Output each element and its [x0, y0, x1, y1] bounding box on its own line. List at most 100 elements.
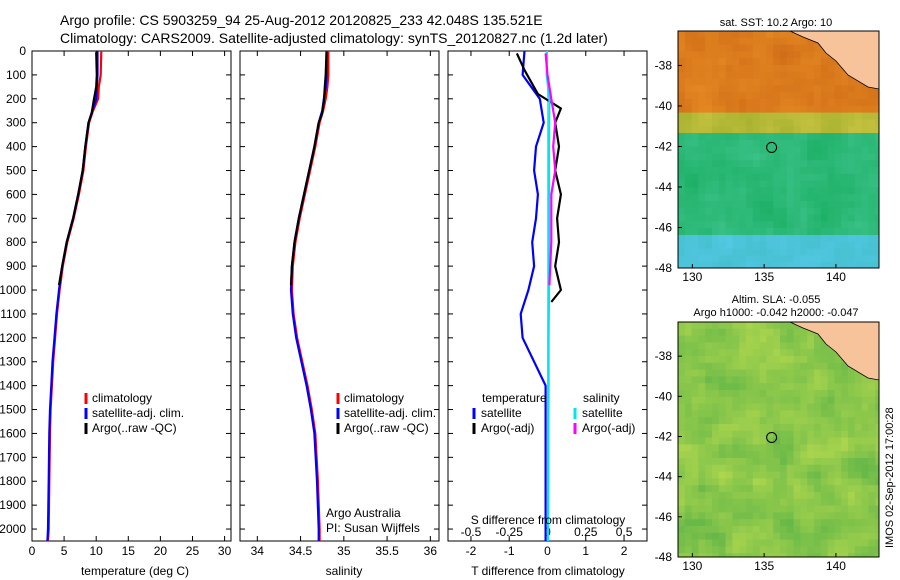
map-cell: [841, 71, 849, 79]
map-cell: [698, 444, 706, 452]
map-cell: [718, 65, 726, 73]
map-cell: [718, 546, 726, 554]
map-cell: [800, 410, 808, 418]
map-cell: [725, 160, 733, 168]
y-tick-label: 1700: [0, 450, 26, 464]
map-cell: [732, 342, 740, 350]
map-cell: [793, 376, 801, 384]
map-cell: [746, 410, 754, 418]
map-cell: [746, 464, 754, 472]
map-cell: [834, 78, 842, 86]
map-cell: [786, 180, 794, 188]
map-cell: [854, 133, 862, 141]
map-cell: [854, 221, 862, 229]
map-cell: [712, 160, 720, 168]
map-cell: [814, 207, 822, 215]
map-cell: [773, 505, 781, 513]
map-cell: [841, 369, 849, 377]
map-cell: [827, 485, 835, 493]
map-cell: [854, 139, 862, 147]
map-cell: [759, 410, 767, 418]
map-cell: [766, 417, 774, 425]
map-cell: [848, 464, 856, 472]
map-cell: [684, 65, 692, 73]
map-cell: [800, 478, 808, 486]
map-cell: [786, 139, 794, 147]
map-cell: [807, 505, 815, 513]
map-cell: [780, 187, 788, 195]
map-cell: [691, 194, 699, 202]
map-cell: [780, 451, 788, 459]
map-cell: [698, 214, 706, 222]
map-cell: [766, 342, 774, 350]
map-cell: [759, 187, 767, 195]
map-cell: [725, 85, 733, 93]
map-cell: [732, 464, 740, 472]
map-cell: [725, 546, 733, 554]
map-cell: [698, 241, 706, 249]
map-cell: [732, 349, 740, 357]
x-tick-label: 34.5: [289, 544, 313, 558]
map-cell: [752, 335, 760, 343]
map-cell: [827, 112, 835, 120]
map-cell: [712, 478, 720, 486]
map-cell: [854, 201, 862, 209]
map-cell: [691, 342, 699, 350]
map-cell: [814, 262, 822, 268]
map-cell: [752, 512, 760, 520]
map-cell: [814, 126, 822, 134]
map-cell: [800, 105, 808, 113]
map-cell: [807, 119, 815, 127]
map-cell: [861, 173, 869, 181]
map-cell: [793, 417, 801, 425]
map-cell: [841, 396, 849, 404]
map-cell: [739, 519, 747, 527]
map-cell: [766, 180, 774, 188]
map-cell: [691, 390, 699, 398]
map-cell: [718, 37, 726, 45]
map-cell: [786, 335, 794, 343]
map-cell: [739, 553, 747, 557]
map-cell: [773, 146, 781, 154]
map-cell: [746, 383, 754, 391]
map-cell: [746, 201, 754, 209]
map-cell: [759, 78, 767, 86]
imos-timestamp: IMOS 02-Sep-2012 17:00:28: [884, 407, 896, 548]
map-cell: [861, 221, 869, 229]
map-cell: [746, 214, 754, 222]
map-cell: [684, 71, 692, 79]
map-cell: [712, 31, 720, 39]
map-cell: [718, 512, 726, 520]
map-cell: [705, 180, 713, 188]
map-cell: [868, 383, 876, 391]
map-cell: [739, 471, 747, 479]
map-cell: [746, 417, 754, 425]
map-cell: [773, 92, 781, 100]
map-cell: [725, 342, 733, 350]
map-cell: [773, 207, 781, 215]
map-cell: [834, 153, 842, 161]
salinity-axis-label: salinity: [326, 564, 363, 578]
map-cell: [766, 248, 774, 256]
map-cell: [780, 146, 788, 154]
map-cell: [718, 255, 726, 263]
map-cell: [786, 546, 794, 554]
map-cell: [773, 458, 781, 466]
map-cell: [705, 437, 713, 445]
map-cell: [718, 160, 726, 168]
map-cell: [854, 105, 862, 113]
map-cell: [814, 180, 822, 188]
map-cell: [746, 241, 754, 249]
map-cell: [848, 430, 856, 438]
map-cell: [678, 512, 686, 520]
map-cell: [786, 532, 794, 540]
map-cell: [868, 105, 876, 113]
legend-label-temp-argo: Argo(-adj): [481, 421, 534, 435]
map-cell: [841, 546, 849, 554]
map-cell: [780, 539, 788, 547]
map-cell: [827, 546, 835, 554]
map-cell: [827, 173, 835, 181]
map-cell: [780, 214, 788, 222]
map-cell: [684, 31, 692, 39]
map-cell: [678, 369, 686, 377]
